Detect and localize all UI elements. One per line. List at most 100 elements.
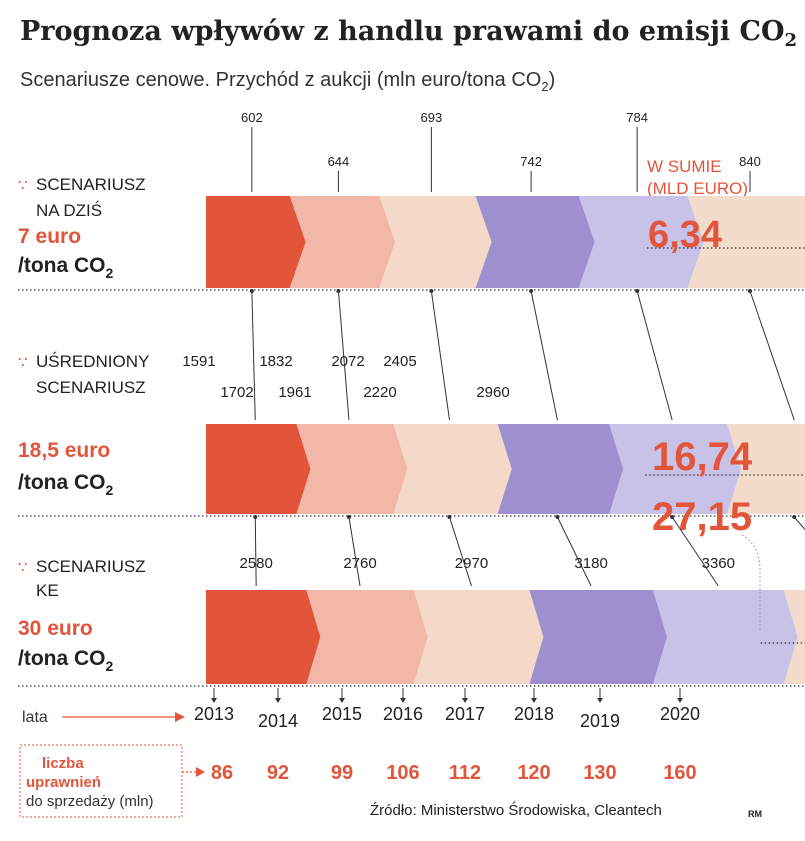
year-label-2018: 2018: [514, 704, 554, 724]
year-axis-arrow-head: [175, 712, 185, 722]
connector-row1-row2-2016: [556, 516, 592, 587]
bar-segment-scenariusz-na-dzi--2013: [206, 196, 306, 288]
value-label-row0-2018: 840: [739, 154, 761, 169]
year-label-2013: 2013: [194, 704, 234, 724]
permits-label-line3: do sprzedaży (mln): [26, 793, 154, 810]
connector-dot-row0-2018: [748, 289, 753, 293]
year-label-2016: 2016: [383, 704, 423, 724]
bar-segment-scenariusz-na-dzi--2017: [578, 196, 704, 288]
value-label-row1-2015: 1832: [259, 353, 292, 370]
bar-segment-scenariusz-ke-2015: [413, 590, 544, 684]
connector-dot-row0-2013: [249, 289, 254, 293]
value-label-row0-2013: 602: [241, 110, 263, 125]
value-label-row1-2016: 1961: [278, 384, 311, 401]
connector-row1-row2-2013: [254, 516, 257, 587]
bar-segment-scenariusz-na-dzi--2014: [289, 196, 396, 288]
connector-row1-row2-2015: [449, 516, 472, 587]
permits-box: [19, 744, 183, 818]
chart-title: Prognoza wpływów z handlu prawami do emi…: [20, 16, 797, 51]
bar-segment-scenariusz-na-dzi--2015: [379, 196, 492, 288]
connector-dot-row0-2016: [529, 289, 534, 293]
permits-value-2017: 112: [449, 762, 481, 784]
connector-row0-row1-2017: [636, 290, 673, 421]
author-initials: RM: [748, 809, 762, 819]
bar-segment-scenariusz-ke-2018: [783, 590, 805, 684]
year-label-2019: 2019: [580, 711, 620, 731]
chart-subtitle: Scenariusze cenowe. Przychód z aukcji (m…: [20, 69, 555, 94]
year-tick-arrow-2020: [677, 698, 683, 703]
permits-value-2020: 160: [663, 762, 696, 784]
year-tick-arrow-2019: [597, 698, 603, 703]
scenario-price-1: 18,5 euro: [18, 439, 110, 462]
scenario-label-line2-0: NA DZIŚ: [36, 201, 102, 220]
year-tick-arrow-2017: [462, 698, 468, 703]
permits-value-2015: 99: [331, 762, 353, 784]
year-label-2014: 2014: [258, 711, 298, 731]
connector-dot-row0-2017: [635, 289, 640, 293]
scenario-unit-2: /tona CO2: [18, 647, 114, 674]
bar-segment-scenariusz-ke-2014: [306, 590, 428, 684]
permits-value-2016: 106: [386, 762, 419, 784]
bar-segment-scenariusz-na-dzi--2018: [687, 196, 805, 288]
connector-row1-row2-2014: [348, 516, 361, 587]
value-label-row2-2015: 2970: [455, 555, 488, 572]
bar-segment-scenariusz-ke-2016: [529, 590, 667, 684]
year-tick-arrow-2016: [400, 698, 406, 703]
scenario-total-0: 6,34: [648, 214, 722, 256]
value-label-row2-2016: 3180: [574, 555, 607, 572]
year-tick-arrow-2013: [211, 698, 217, 703]
bar-segment-u-redniony-scenariusz-2013: [206, 424, 311, 514]
value-label-row1-2020: 2960: [476, 384, 509, 401]
bar-segment-u-redniony-scenariusz-2018: [727, 424, 805, 514]
connector-row0-row1-2013: [251, 290, 256, 421]
bar-segment-scenariusz-ke-2013: [206, 590, 321, 684]
year-tick-arrow-2018: [531, 698, 537, 703]
bar-segment-scenariusz-na-dzi--2016: [475, 196, 595, 288]
connector-dot-row1-2014: [346, 515, 351, 519]
value-label-row0-2015: 693: [421, 110, 443, 125]
totals-header-line1: W SUMIE: [647, 157, 722, 176]
scenario-label-line1-2: SCENARIUSZ: [36, 557, 146, 576]
scenario-label-line2-2: KE: [36, 581, 59, 600]
permits-label-line1: liczba: [42, 755, 84, 772]
scenario-label-line1-1: UŚREDNIONY: [36, 352, 149, 371]
value-label-row0-2017: 784: [626, 110, 648, 125]
totals-header-line2: (MLD EURO): [647, 179, 748, 198]
permits-arrow-head: [196, 767, 205, 777]
scenario-price-2: 30 euro: [18, 617, 93, 640]
bar-segment-scenariusz-ke-2017: [653, 590, 798, 684]
bar-segment-u-redniony-scenariusz-2017: [609, 424, 742, 514]
value-label-row1-2018: 2220: [363, 384, 396, 401]
value-label-row0-2014: 644: [328, 154, 350, 169]
scenario-marker-2: ∵: [18, 559, 28, 576]
source-note: Źródło: Ministerstwo Środowiska, Cleante…: [370, 801, 662, 819]
connector-dot-row1-2013: [253, 515, 258, 519]
connector-dot-row1-2018: [792, 515, 797, 519]
permits-label-line2: uprawnień: [26, 774, 101, 791]
scenario-total-1: 16,74: [652, 435, 753, 479]
connector-dot-row1-2017: [670, 515, 675, 519]
scenario-label-line2-1: SCENARIUSZ: [36, 378, 146, 397]
scenario-total-2: 27,15: [652, 495, 752, 539]
value-label-row0-2016: 742: [520, 154, 542, 169]
year-tick-arrow-2015: [339, 698, 345, 703]
value-label-row1-2014: 1702: [220, 384, 253, 401]
value-label-row1-2013: 1591: [182, 353, 215, 370]
permits-value-2014: 92: [267, 762, 289, 784]
connector-row0-row1-2016: [530, 290, 558, 421]
value-label-row2-2017: 3360: [702, 555, 735, 572]
connector-dot-row1-2016: [555, 515, 560, 519]
connector-dot-row0-2014: [336, 289, 341, 293]
connector-row0-row1-2018: [749, 290, 795, 421]
scenario-marker-0: ∵: [18, 177, 28, 194]
connector-row1-row2-2017: [671, 516, 719, 587]
total-leader-curve-row2: [741, 534, 761, 630]
value-label-row1-2019: 2405: [383, 353, 416, 370]
connector-row0-row1-2014: [337, 290, 350, 421]
scenario-marker-1: ∵: [18, 354, 28, 371]
permits-value-2013: 86: [211, 762, 233, 784]
value-label-row1-2017: 2072: [331, 353, 364, 370]
year-axis-label: lata: [22, 709, 48, 726]
connector-dot-row1-2015: [447, 515, 452, 519]
